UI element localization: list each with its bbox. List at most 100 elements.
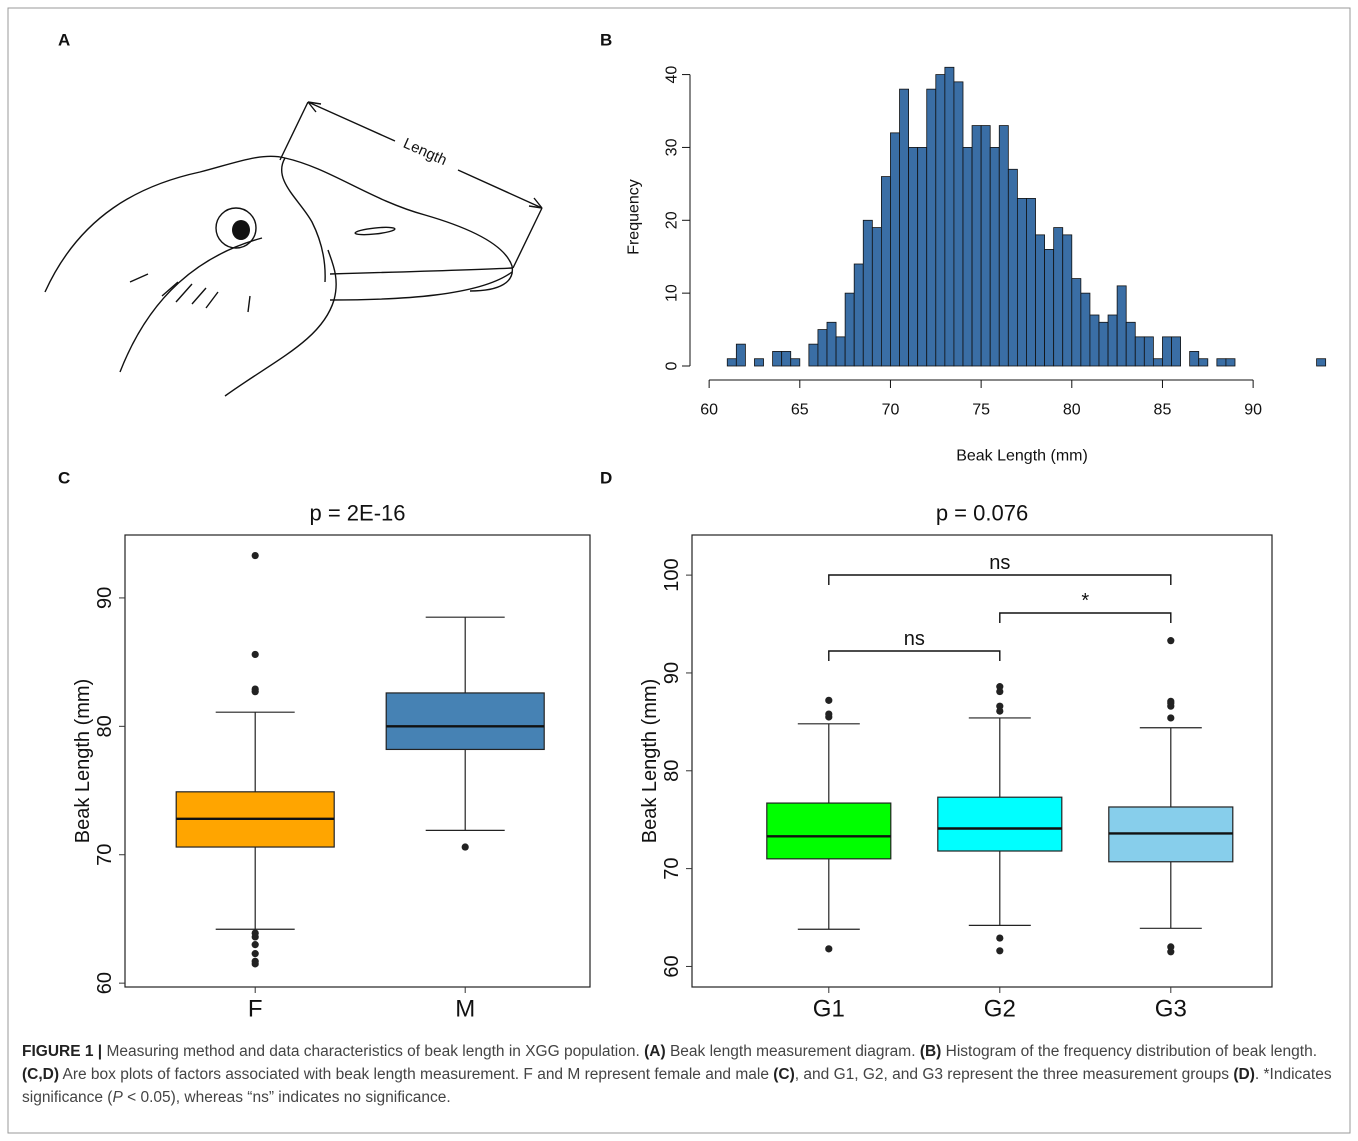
bar: [1007, 168, 1018, 367]
bracket-label: *: [1081, 590, 1089, 612]
outlier: [996, 934, 1004, 942]
caption-run: Are box plots of factors associated with…: [59, 1066, 774, 1083]
caption-run: FIGURE 1 |: [22, 1043, 103, 1060]
bar: [899, 88, 909, 367]
bar: [980, 125, 991, 367]
bar: [817, 329, 828, 367]
y-tick-label: 90: [661, 662, 683, 684]
outlier: [251, 551, 259, 560]
y-tick-label: 70: [661, 857, 683, 879]
y-tick-label: 40: [664, 66, 681, 84]
bar: [1044, 249, 1055, 367]
bar: [935, 74, 946, 367]
casque: [280, 157, 326, 283]
bar: [1198, 358, 1209, 367]
panel-label: A: [58, 31, 70, 50]
bar: [1143, 336, 1154, 367]
caption-run: (A): [644, 1043, 666, 1060]
outlier: [1167, 697, 1175, 705]
outlier: [251, 933, 259, 941]
y-tick-label: 0: [664, 361, 681, 370]
x-tick-label: G1: [813, 996, 845, 1023]
y-tick-label: 70: [94, 844, 116, 866]
box: [766, 802, 892, 860]
bar: [1216, 358, 1227, 367]
bar: [1225, 358, 1236, 367]
x-tick-label: 60: [700, 402, 718, 419]
bar: [1152, 358, 1163, 367]
bracket: [999, 612, 1172, 623]
outlier: [825, 696, 833, 704]
bracket: [828, 650, 1001, 661]
box: [937, 796, 1063, 852]
throat: [224, 249, 337, 397]
chart-title: p = 0.076: [936, 501, 1028, 526]
beak-diagram: [44, 101, 543, 397]
x-tick-label: G3: [1155, 996, 1187, 1023]
bar: [880, 176, 891, 367]
measure-line: [307, 101, 543, 209]
caption-run: P: [112, 1089, 123, 1106]
x-tick-label: 80: [1063, 402, 1081, 419]
y-tick-label: 90: [94, 587, 116, 609]
bar: [1098, 321, 1109, 367]
bar: [726, 358, 737, 367]
bar: [844, 292, 855, 367]
outlier: [251, 941, 259, 949]
outlier: [251, 960, 259, 968]
bracket-label: ns: [989, 552, 1010, 574]
panel-label: D: [600, 469, 612, 488]
bar: [953, 81, 964, 367]
lower-beak: [329, 271, 513, 301]
bar: [781, 351, 792, 367]
outlier: [996, 683, 1004, 691]
bar: [962, 147, 973, 367]
plot-frame: [124, 534, 591, 988]
bar: [1134, 336, 1145, 367]
y-tick-label: 30: [664, 138, 681, 156]
bar: [1316, 358, 1327, 367]
bar: [1107, 314, 1118, 367]
bar: [1062, 234, 1073, 367]
bar: [908, 147, 919, 367]
y-axis-label: Beak Length (mm): [639, 679, 661, 844]
bar: [1026, 198, 1036, 367]
box: [385, 692, 545, 751]
bar: [998, 125, 1009, 367]
bracket-label: ns: [904, 628, 925, 650]
y-axis-label: Frequency: [626, 179, 643, 255]
y-tick-label: 80: [661, 760, 683, 782]
outlier: [825, 710, 833, 718]
caption-run: Beak length measurement diagram.: [665, 1043, 920, 1060]
bar: [853, 263, 864, 367]
upper-beak: [284, 157, 513, 292]
bar: [1016, 198, 1027, 367]
beak-line: [329, 267, 513, 275]
bar: [1171, 336, 1181, 367]
arrow-heads: [307, 101, 543, 209]
frame: [7, 7, 1351, 1134]
eye: [215, 207, 257, 249]
x-tick-label: F: [248, 996, 263, 1023]
bar: [1116, 285, 1127, 367]
bar: [944, 66, 955, 367]
outlier: [1167, 948, 1175, 956]
bar: [926, 88, 937, 367]
x-tick-label: 90: [1244, 402, 1262, 419]
x-tick-label: 85: [1154, 402, 1172, 419]
bar: [971, 125, 982, 367]
bar: [871, 227, 882, 367]
pupil: [232, 220, 250, 240]
caption-run: (B): [919, 1043, 942, 1060]
x-tick-label: 65: [791, 402, 809, 419]
outlier: [251, 950, 259, 958]
bar: [808, 343, 819, 367]
y-tick-label: 10: [664, 284, 681, 302]
bar: [917, 147, 928, 367]
plot-frame: [691, 534, 1273, 988]
chart-title: p = 2E-16: [309, 501, 405, 526]
head-outline: [44, 155, 286, 293]
y-tick-label: 60: [94, 972, 116, 994]
